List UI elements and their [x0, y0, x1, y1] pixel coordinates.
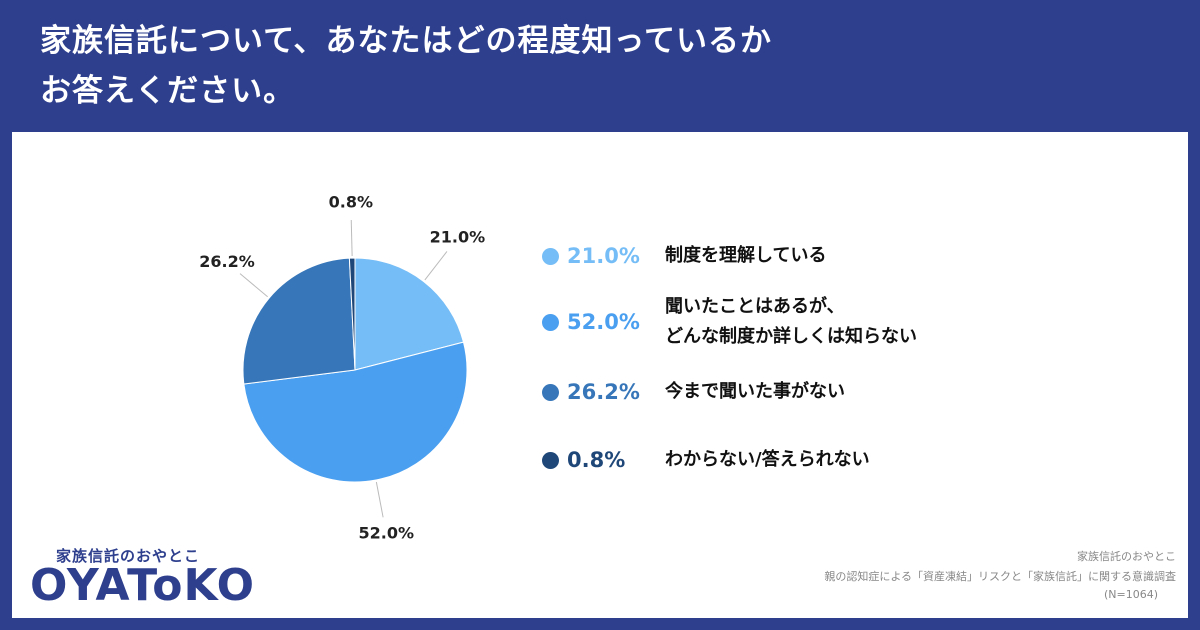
pie-slice	[242, 257, 356, 385]
legend-value: 26.2%	[567, 380, 640, 404]
legend-label: わからない/答えられない	[665, 449, 870, 470]
legend-value: 21.0%	[567, 244, 640, 268]
legend-item: 52.0% 聞いたことはあるが、 どんな制度か詳しくは知らない	[542, 292, 917, 352]
leader-line	[375, 481, 384, 518]
logo-tagline: 家族信託のおやとこ	[56, 547, 201, 565]
legend-label: 制度を理解している	[665, 245, 827, 266]
legend-dot	[542, 313, 559, 331]
slice-label: 21.0%	[430, 228, 486, 247]
legend-value: 0.8%	[567, 448, 626, 472]
legend-label: 今まで聞いた事がない	[665, 381, 845, 402]
legend-label: 聞いたことはあるが、 どんな制度か詳しくは知らない	[665, 296, 917, 347]
pie-chart: 21.0% 52.0% 26.2% 0.8%	[199, 193, 486, 543]
pie-slice	[348, 257, 356, 371]
legend-item: 26.2% 今まで聞いた事がない	[542, 377, 845, 407]
logo-name: OYAToKO	[30, 560, 256, 611]
source-note: 親の認知症による「資産凍結」リスクと「家族信託」に関する意識調査	[824, 570, 1176, 583]
legend-dot	[542, 383, 559, 401]
source-note: (N=1064)	[1103, 588, 1158, 601]
source-note: 家族信託のおやとこ	[1077, 550, 1176, 563]
slice-label: 0.8%	[329, 193, 373, 212]
legend-item: 21.0% 制度を理解している	[542, 241, 826, 271]
panel: 21.0% 52.0% 26.2% 0.8% 家族信託のおやとこ OYAToKO 21…	[12, 132, 1188, 618]
legend-value: 52.0%	[567, 310, 640, 334]
legend-dot	[542, 451, 559, 469]
slice-label: 52.0%	[359, 524, 415, 543]
legend-dot	[542, 247, 559, 265]
legend-item: 0.8% わからない/答えられない	[542, 445, 870, 475]
pie-slice	[354, 257, 465, 371]
slice-label: 26.2%	[199, 252, 255, 271]
leader-line	[350, 220, 353, 257]
leader-line	[424, 251, 448, 281]
leader-line	[239, 273, 268, 298]
title: 家族信託について、あなたはどの程度知っているか お答えください。	[40, 23, 772, 109]
